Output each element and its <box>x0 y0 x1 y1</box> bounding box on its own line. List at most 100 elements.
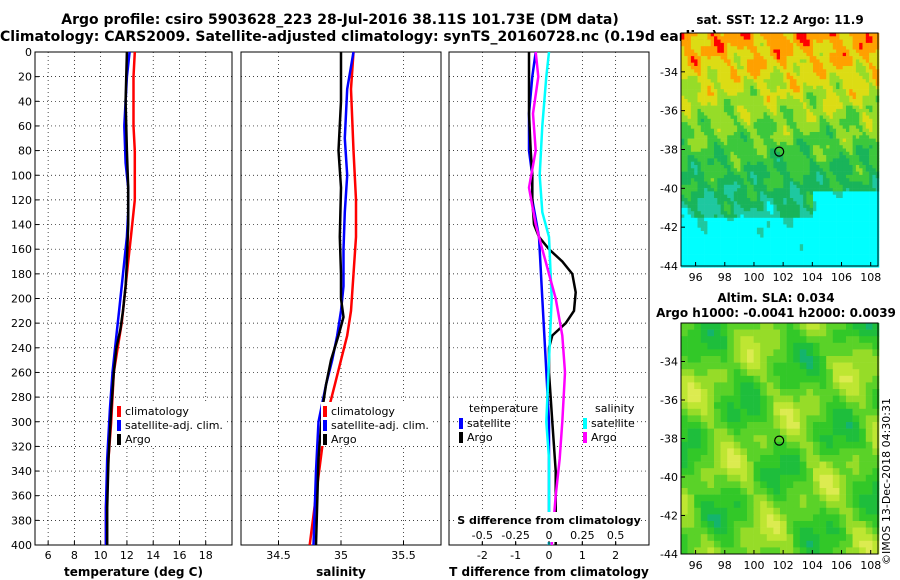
sst_map-cell <box>730 234 735 238</box>
sst_map-cell <box>813 237 817 242</box>
sst_map-cell <box>766 42 771 47</box>
sst_map-cell <box>743 132 748 136</box>
sst_map-cell <box>849 108 853 113</box>
sst_map-cell <box>704 66 708 70</box>
sst_map-cell <box>740 247 744 252</box>
sla_map-cell <box>819 342 827 350</box>
sst_map-cell <box>720 224 725 228</box>
sst_map-cell <box>859 158 863 162</box>
sst_map-cell <box>826 260 830 265</box>
sst_map-cell <box>687 36 692 40</box>
sst_map-cell <box>783 128 787 133</box>
sst_map-cell <box>707 75 711 80</box>
sst_map-cell <box>855 82 860 87</box>
sst_map-cell <box>707 188 711 192</box>
sst_map-cell <box>809 227 814 232</box>
sst_map-cell <box>826 158 830 162</box>
sla_map-cell <box>832 336 840 344</box>
sst_map-cell <box>783 254 787 258</box>
sst_map-cell <box>694 125 698 129</box>
sst_map-cell <box>780 244 784 248</box>
sst_map-cell <box>826 82 830 87</box>
sst_map-cell <box>747 224 751 228</box>
sst_map-cell <box>714 211 718 215</box>
sst_map-cell <box>766 108 771 113</box>
sst_map-cell <box>826 85 830 90</box>
sst_map-cell <box>773 244 777 248</box>
sst_map-cell <box>872 122 876 126</box>
sst_map-cell <box>750 250 754 255</box>
sst_map-cell <box>697 174 702 179</box>
sst_map-cell <box>700 69 705 73</box>
sst_map-cell <box>743 217 748 222</box>
sst_map-cell <box>700 145 705 149</box>
sst_map-cell <box>865 198 870 202</box>
sst_map-cell <box>704 85 708 90</box>
sst_map-cell <box>813 39 817 44</box>
sst_map-cell <box>710 62 715 67</box>
sst_map-cell <box>766 56 771 60</box>
sst_map-cell <box>803 240 807 245</box>
sst_map-cell <box>799 62 804 67</box>
sst_map-cell <box>687 89 692 93</box>
sst_map-cell <box>862 122 867 126</box>
sst_map-cell <box>727 231 731 235</box>
sst_map-cell <box>727 59 731 63</box>
sst_map-cell <box>763 168 768 172</box>
sla_map-cell <box>852 382 860 390</box>
sst_map-cell <box>793 207 797 212</box>
sst_map-cell <box>770 95 774 100</box>
sla_map-cell <box>826 375 834 383</box>
sst_map-cell <box>714 227 718 232</box>
sst_map-cell <box>684 128 688 133</box>
sst_map-cell <box>750 69 754 73</box>
sst_map-cell <box>789 194 794 199</box>
sst_map-cell <box>832 132 837 136</box>
sst_map-cell <box>852 224 857 228</box>
sst_map-cell <box>846 181 850 186</box>
sst_map-cell <box>793 105 797 110</box>
sst_map-cell <box>829 49 834 54</box>
sst_map-cell <box>822 254 827 258</box>
sst_map-cell <box>733 161 738 166</box>
sst_map-cell <box>747 194 751 199</box>
sst_map-cell <box>704 75 708 80</box>
sst_map-cell <box>806 244 810 248</box>
sla_map-cell <box>799 415 807 423</box>
sst_map-cell <box>796 115 801 120</box>
sst_map-cell <box>822 181 827 186</box>
sst_map-cell <box>796 155 801 159</box>
sst_map-cell <box>750 52 754 57</box>
sst_map-cell <box>760 135 764 139</box>
sst_map-cell <box>760 217 764 222</box>
sla_map-cell <box>865 369 873 377</box>
sst_map-cell <box>756 201 761 205</box>
sst_map-cell <box>816 224 820 228</box>
sla_map-cell <box>839 356 847 363</box>
sst_map-cell <box>829 102 834 106</box>
sla_map-cell <box>826 336 834 344</box>
sst_map-cell <box>776 224 781 228</box>
sst_map-cell <box>869 204 873 209</box>
sla_map-cell <box>747 382 754 390</box>
sla_map-cell <box>865 402 873 410</box>
sst_map-cell <box>704 161 708 166</box>
sst_map-cell <box>826 240 830 245</box>
sst_map-cell <box>714 237 718 242</box>
sst_map-cell <box>839 221 843 225</box>
sst_map-cell <box>730 171 735 176</box>
sst_map-cell <box>723 125 728 129</box>
sst_map-cell <box>760 72 764 77</box>
sst_map-cell <box>756 141 761 146</box>
sst_map-cell <box>836 39 840 44</box>
sst_map-cell <box>819 201 824 205</box>
sst_map-cell <box>710 95 715 100</box>
sla_map-cell <box>707 415 715 423</box>
sst_map-cell <box>704 188 708 192</box>
sst_map-cell <box>803 188 807 192</box>
sst_map-cell <box>750 234 754 238</box>
sla_map-cell <box>793 356 801 363</box>
sst_map-cell <box>829 56 834 60</box>
sst_map-cell <box>783 42 787 47</box>
sst_map-cell <box>849 46 853 50</box>
